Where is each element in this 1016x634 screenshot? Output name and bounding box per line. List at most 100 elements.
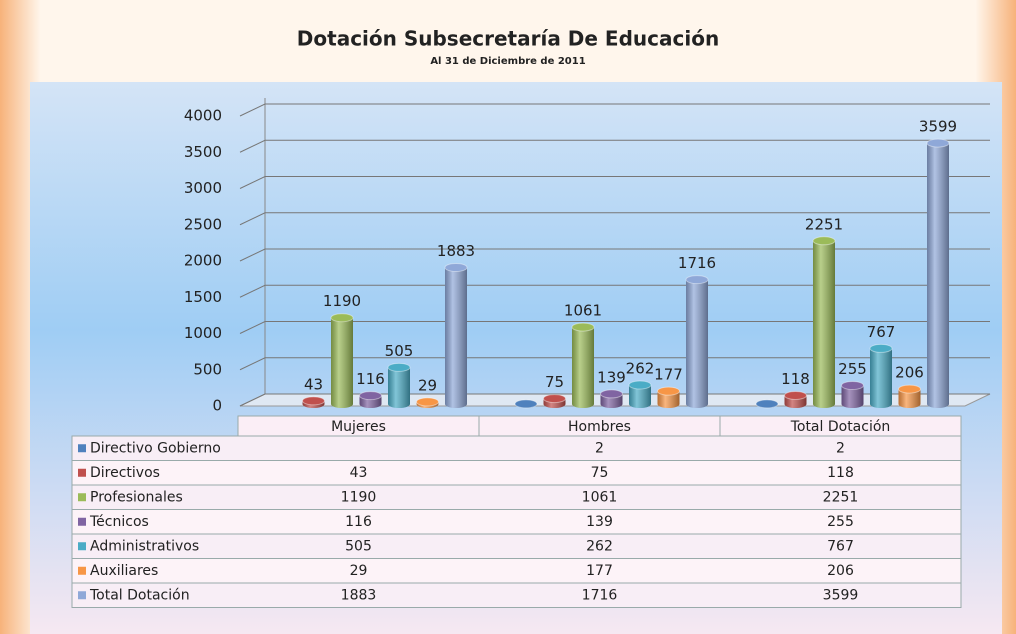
table-cell: 262 bbox=[586, 538, 613, 554]
bar-shade bbox=[870, 348, 892, 408]
bar-shade bbox=[600, 393, 623, 408]
legend-label: Administrativos bbox=[90, 538, 199, 554]
x-tick-label: Total Dotación bbox=[790, 419, 891, 435]
bar-top bbox=[600, 389, 623, 399]
bar-shade bbox=[629, 385, 651, 408]
legend-key bbox=[78, 566, 86, 575]
bar-top bbox=[514, 399, 538, 409]
table-cell: 1716 bbox=[582, 587, 618, 603]
table-cell: 2 bbox=[595, 440, 604, 456]
bar bbox=[755, 399, 779, 409]
y-tick-label: 0 bbox=[212, 397, 222, 415]
bar bbox=[543, 394, 566, 408]
bar bbox=[784, 390, 807, 408]
grid-line bbox=[239, 321, 990, 334]
bar bbox=[628, 380, 652, 408]
bar-top bbox=[416, 397, 439, 407]
bar-top bbox=[784, 390, 807, 400]
y-tick-label: 1000 bbox=[184, 324, 222, 342]
legend-key bbox=[78, 517, 86, 526]
table-cell: 75 bbox=[591, 465, 609, 481]
bar-shade bbox=[841, 385, 864, 408]
grid-line bbox=[239, 139, 990, 153]
bar-top bbox=[359, 391, 382, 401]
bar-top bbox=[302, 396, 325, 406]
table-row bbox=[71, 582, 962, 608]
bar-shade bbox=[927, 143, 949, 408]
table-cell: 43 bbox=[350, 465, 368, 481]
bar-shade bbox=[572, 327, 594, 408]
bar-shade bbox=[898, 389, 921, 408]
legend-label: Directivo Gobierno bbox=[90, 440, 221, 456]
bar-shade bbox=[416, 401, 439, 408]
table-row bbox=[71, 509, 962, 535]
table-row bbox=[71, 484, 962, 510]
bar bbox=[600, 389, 623, 408]
grid-line bbox=[239, 357, 990, 371]
table-cell: 29 bbox=[350, 563, 368, 579]
bar-top bbox=[657, 386, 680, 396]
data-label: 75 bbox=[545, 373, 564, 391]
data-label: 505 bbox=[385, 342, 414, 360]
bar bbox=[869, 343, 893, 408]
data-label: 206 bbox=[895, 364, 924, 382]
grid-line bbox=[239, 212, 990, 226]
table-cell: 1190 bbox=[341, 489, 377, 505]
x-tick-label: Mujeres bbox=[331, 419, 386, 435]
y-tick-label: 4000 bbox=[184, 107, 222, 125]
data-label: 43 bbox=[304, 375, 323, 393]
table-cell: 2 bbox=[836, 440, 845, 456]
bar bbox=[812, 236, 836, 408]
bar bbox=[330, 313, 354, 408]
bar bbox=[571, 322, 595, 408]
bar bbox=[302, 396, 325, 408]
y-tick-label: 2000 bbox=[184, 252, 222, 270]
legend-label: Auxiliares bbox=[90, 563, 158, 579]
legend-key bbox=[78, 468, 86, 477]
table-cell: 1883 bbox=[341, 587, 377, 603]
data-label: 1190 bbox=[323, 292, 361, 310]
grid-line bbox=[239, 248, 990, 262]
bar-top bbox=[898, 384, 921, 394]
bar bbox=[514, 399, 538, 409]
bar-top bbox=[571, 322, 595, 332]
table-cell: 206 bbox=[827, 563, 854, 579]
bar bbox=[416, 397, 439, 408]
table-cell: 118 bbox=[827, 465, 854, 481]
bar-shade bbox=[657, 391, 680, 408]
y-tick-label: 3500 bbox=[184, 143, 222, 161]
bar-top bbox=[330, 313, 354, 323]
y-tick-label: 500 bbox=[193, 360, 222, 378]
bar bbox=[685, 275, 709, 408]
data-label: 1716 bbox=[678, 254, 716, 272]
bar-top bbox=[869, 343, 893, 353]
legend-key bbox=[78, 493, 86, 502]
legend-label: Técnicos bbox=[89, 514, 149, 530]
table-cell: 767 bbox=[827, 538, 854, 554]
legend-label: Total Dotación bbox=[89, 587, 190, 603]
table-cell: 3599 bbox=[823, 587, 859, 603]
data-label: 1061 bbox=[564, 302, 602, 320]
bar-top bbox=[543, 394, 566, 404]
bar-shade bbox=[331, 317, 353, 408]
grid-line bbox=[239, 176, 990, 189]
data-label: 1883 bbox=[437, 242, 475, 260]
bar bbox=[444, 262, 468, 408]
bar bbox=[926, 138, 950, 408]
grid-line bbox=[239, 284, 990, 298]
bar bbox=[359, 391, 382, 408]
grid-line bbox=[239, 103, 990, 117]
bar-shade bbox=[813, 240, 835, 408]
bar-shade bbox=[359, 395, 382, 408]
table-cell: 505 bbox=[345, 538, 372, 554]
bar-shade bbox=[445, 267, 467, 408]
bar-shade bbox=[784, 395, 807, 408]
bar-shade bbox=[543, 398, 566, 408]
grid-line bbox=[239, 393, 990, 407]
bar-top bbox=[755, 399, 779, 409]
table-cell: 116 bbox=[345, 514, 372, 530]
bar-top bbox=[841, 381, 864, 391]
table-cell: 2251 bbox=[823, 489, 859, 505]
bar bbox=[387, 362, 411, 408]
